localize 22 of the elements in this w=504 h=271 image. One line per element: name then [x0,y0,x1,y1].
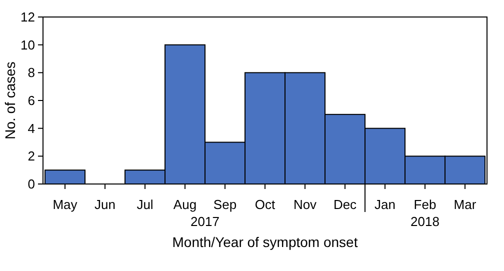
y-axis-title: No. of cases [2,62,18,140]
y-tick-label: 2 [28,148,35,164]
y-tick-label: 4 [28,120,35,136]
x-tick-label: Jul [136,197,154,212]
x-tick-label: Jun [94,197,116,212]
y-tick-label: 10 [20,37,35,52]
x-tick-label: Oct [254,197,276,212]
x-tick-label: Aug [173,197,197,212]
x-tick-label: Feb [414,197,436,212]
x-tick-label: May [52,197,78,212]
text: 2018 [410,214,440,229]
x-tick-label: Nov [293,197,318,212]
x-tick-label: Sep [213,197,237,212]
x-axis-title: Month/Year of symptom onset [172,234,358,250]
y-tick-label: 12 [20,10,35,25]
text: 2017 [190,214,220,229]
y-tick-label: 8 [28,65,35,80]
y-tick-label: 0 [28,176,35,192]
x-tick-label: Dec [333,197,358,212]
y-tick-label: 6 [28,93,35,108]
x-tick-label: Jan [374,197,396,212]
x-tick-label: Mar [454,197,477,212]
